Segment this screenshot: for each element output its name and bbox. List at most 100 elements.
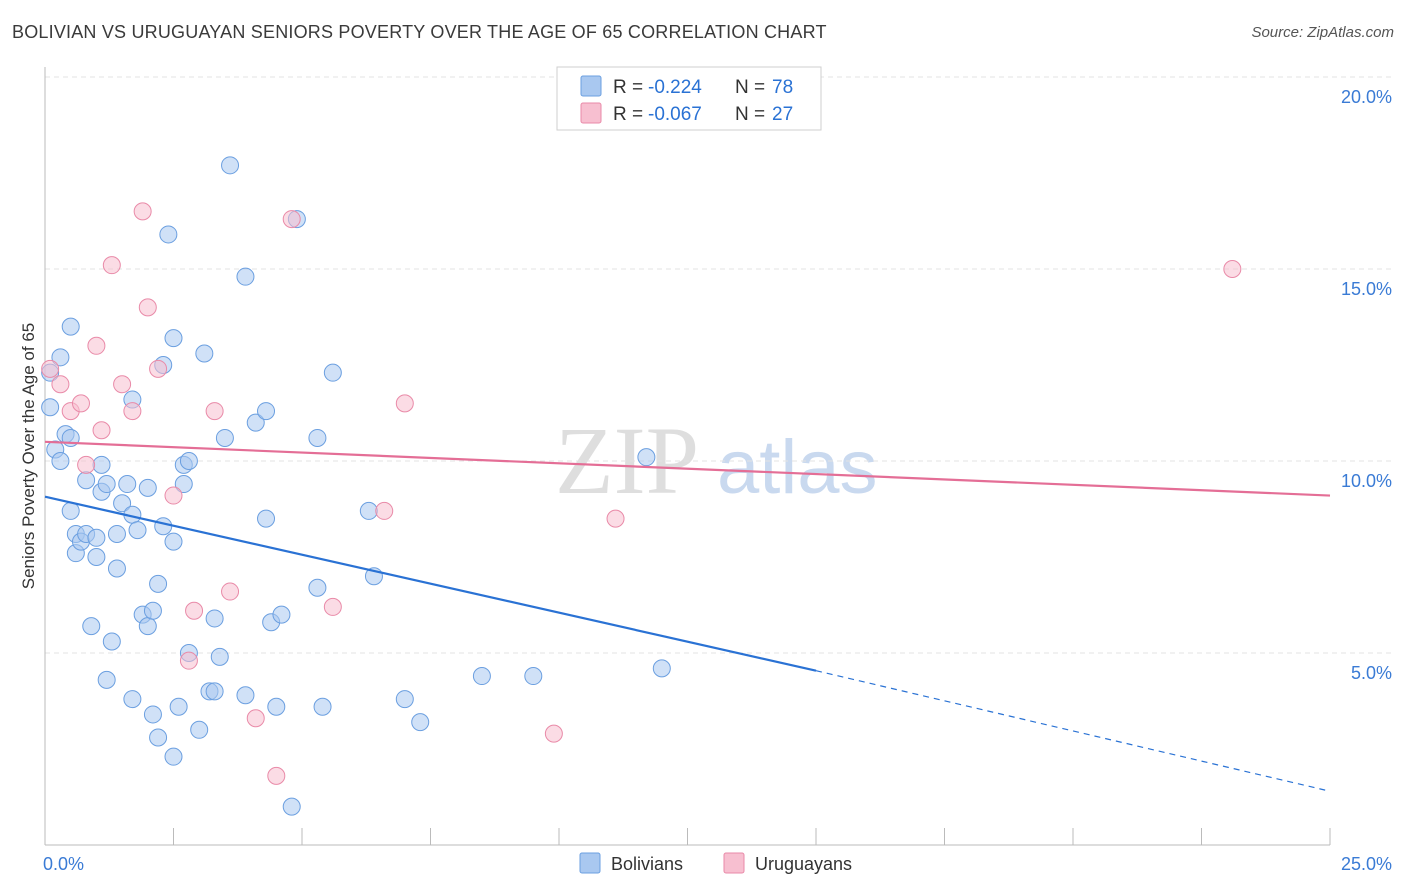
point-uruguayan bbox=[92, 421, 111, 440]
point-uruguayan bbox=[179, 651, 198, 670]
point-uruguayan bbox=[606, 509, 625, 528]
point-uruguayan bbox=[51, 375, 70, 394]
point-bolivian bbox=[77, 471, 96, 490]
point-bolivian bbox=[282, 797, 301, 816]
legend-r-label: R = bbox=[613, 104, 643, 125]
point-uruguayan bbox=[323, 597, 342, 616]
point-bolivian bbox=[97, 670, 116, 689]
point-bolivian bbox=[41, 398, 60, 417]
point-bolivian bbox=[308, 578, 327, 597]
point-uruguayan bbox=[102, 256, 121, 275]
point-bolivian bbox=[359, 501, 378, 520]
point-uruguayan bbox=[164, 486, 183, 505]
point-uruguayan bbox=[185, 601, 204, 620]
point-bolivian bbox=[637, 448, 656, 467]
y-tick-label: 10.0% bbox=[1341, 471, 1392, 491]
trendline-uruguayans bbox=[44, 440, 1331, 497]
point-bolivian bbox=[97, 475, 116, 494]
point-uruguayan bbox=[149, 359, 168, 378]
point-bolivian bbox=[138, 617, 157, 636]
watermark-atlas: atlas bbox=[717, 425, 878, 510]
point-bolivian bbox=[113, 494, 132, 513]
point-bolivian bbox=[143, 601, 162, 620]
point-bolivian bbox=[236, 686, 255, 705]
point-bolivian bbox=[128, 521, 147, 540]
point-bolivian bbox=[236, 267, 255, 286]
legend-label-uruguayans: Uruguayans bbox=[755, 854, 852, 874]
point-uruguayan bbox=[133, 202, 152, 221]
point-bolivian bbox=[149, 574, 168, 593]
point-bolivian bbox=[164, 329, 183, 348]
point-bolivian bbox=[107, 559, 126, 578]
point-uruguayan bbox=[205, 402, 224, 421]
point-bolivian bbox=[395, 690, 414, 709]
point-bolivian bbox=[323, 363, 342, 382]
point-bolivian bbox=[179, 452, 198, 470]
y-tick-label: 20.0% bbox=[1341, 87, 1392, 107]
y-axis-tick-labels: 5.0% 10.0% 15.0% 20.0% bbox=[1341, 87, 1392, 683]
legend-swatch-uruguayans bbox=[723, 852, 745, 874]
point-bolivian bbox=[221, 156, 240, 175]
point-bolivian bbox=[272, 605, 291, 624]
point-bolivian bbox=[472, 667, 491, 686]
series-uruguayans bbox=[41, 202, 1242, 785]
trendline-bolivians-extrapolated bbox=[815, 670, 1331, 792]
point-uruguayan bbox=[77, 455, 96, 474]
y-axis-label: Seniors Poverty Over the Age of 65 bbox=[19, 323, 38, 589]
point-uruguayan bbox=[267, 766, 286, 785]
y-tick-label: 15.0% bbox=[1341, 279, 1392, 299]
point-bolivian bbox=[313, 697, 332, 716]
legend-r-value-bolivians: -0.224 bbox=[648, 77, 702, 98]
x-tick-label-max: 25.0% bbox=[1341, 854, 1392, 874]
legend-r-value-uruguayans: -0.067 bbox=[648, 104, 702, 125]
chart-title: BOLIVIAN VS URUGUAYAN SENIORS POVERTY OV… bbox=[12, 22, 827, 42]
legend-n-value-uruguayans: 27 bbox=[772, 104, 793, 125]
point-bolivian bbox=[102, 632, 121, 651]
x-axis-ticks bbox=[173, 828, 1331, 845]
point-bolivian bbox=[107, 524, 126, 543]
legend-swatch-bolivians bbox=[579, 852, 601, 874]
point-bolivian bbox=[159, 225, 178, 244]
point-bolivian bbox=[154, 517, 173, 536]
point-bolivian bbox=[92, 455, 111, 474]
trend-lines bbox=[44, 440, 1331, 792]
point-bolivian bbox=[246, 413, 265, 432]
point-bolivian bbox=[205, 609, 224, 628]
point-bolivian bbox=[524, 667, 543, 686]
point-bolivian bbox=[257, 509, 276, 528]
x-tick-label-min: 0.0% bbox=[43, 854, 84, 874]
point-bolivian bbox=[164, 532, 183, 551]
point-bolivian bbox=[118, 475, 137, 494]
point-bolivian bbox=[51, 348, 70, 367]
point-bolivian bbox=[169, 697, 188, 716]
point-bolivian bbox=[210, 647, 229, 666]
point-bolivian bbox=[652, 659, 671, 678]
stats-legend: R = -0.224 N = 78 R = -0.067 N = 27 bbox=[556, 66, 822, 131]
point-uruguayan bbox=[395, 394, 414, 413]
point-bolivian bbox=[149, 728, 168, 747]
point-uruguayan bbox=[221, 582, 240, 601]
point-bolivian bbox=[174, 475, 193, 494]
point-uruguayan bbox=[246, 709, 265, 728]
point-bolivian bbox=[143, 705, 162, 724]
point-uruguayan bbox=[544, 724, 563, 743]
point-uruguayan bbox=[138, 298, 157, 317]
y-tick-label: 5.0% bbox=[1351, 663, 1392, 683]
legend-swatch-bolivians bbox=[580, 75, 602, 97]
point-bolivian bbox=[138, 478, 157, 497]
point-bolivian bbox=[82, 617, 101, 636]
point-uruguayan bbox=[1223, 260, 1242, 278]
point-bolivian bbox=[61, 317, 80, 336]
point-bolivian bbox=[411, 713, 430, 732]
legend-label-bolivians: Bolivians bbox=[611, 854, 683, 874]
source-credit: Source: ZipAtlas.com bbox=[1251, 24, 1394, 41]
point-bolivian bbox=[164, 747, 183, 766]
point-bolivian bbox=[190, 720, 209, 739]
point-bolivian bbox=[267, 697, 286, 716]
point-uruguayan bbox=[123, 402, 142, 421]
point-bolivian bbox=[257, 402, 276, 421]
point-bolivian bbox=[87, 528, 106, 547]
point-bolivian bbox=[123, 690, 142, 709]
point-bolivian bbox=[195, 344, 214, 363]
